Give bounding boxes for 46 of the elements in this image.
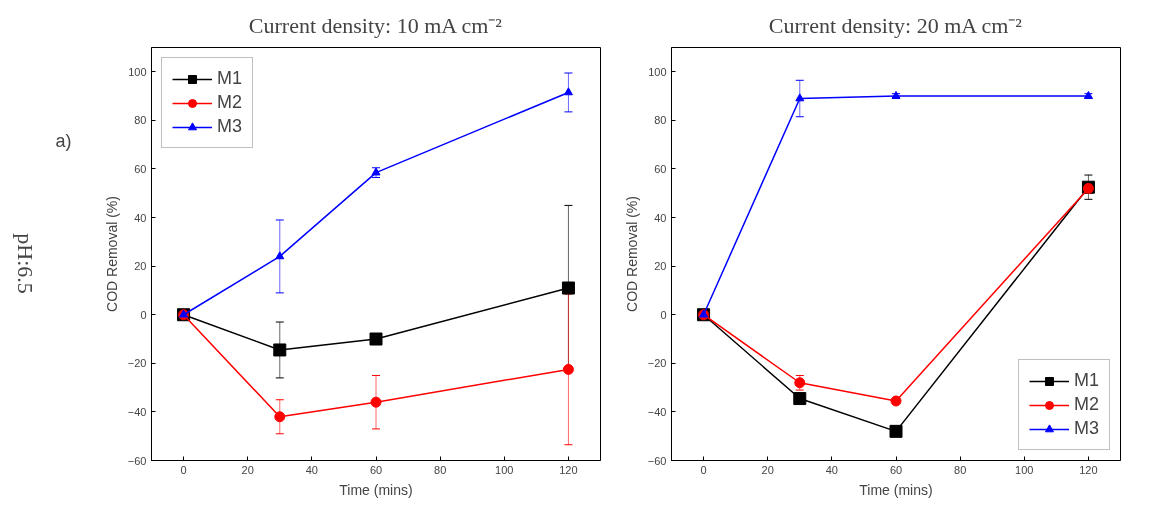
x-tick-label: 80 <box>434 463 447 476</box>
x-tick-label: 40 <box>305 463 318 476</box>
y-tick-label: 0 <box>140 308 147 321</box>
legend-label: M2 <box>217 92 243 113</box>
chart-title: Current density: 10 mA cm⁻² <box>248 12 503 38</box>
y-tick-label: 0 <box>660 308 667 321</box>
y-tick-label: 20 <box>654 260 667 273</box>
x-axis-title: Time (mins) <box>339 481 413 498</box>
y-tick-label: 60 <box>134 162 147 175</box>
legend-label: M2 <box>1073 394 1099 415</box>
y-tick-label: 40 <box>134 211 147 224</box>
x-tick-label: 0 <box>180 463 187 476</box>
y-axis-title: COD Removal (%) <box>623 196 640 312</box>
y-tick-label: −20 <box>647 357 667 370</box>
y-tick-label: −40 <box>127 405 147 418</box>
x-tick-label: 60 <box>889 463 903 476</box>
legend-label: M1 <box>217 68 243 89</box>
x-tick-label: 40 <box>825 463 838 476</box>
y-tick-label: 20 <box>134 260 147 273</box>
x-tick-label: 80 <box>954 463 967 476</box>
chart-title: Current density: 20 mA cm⁻² <box>768 12 1023 38</box>
x-tick-label: 100 <box>1015 463 1034 476</box>
x-tick-label: 20 <box>241 463 254 476</box>
legend-label: M3 <box>1073 418 1099 439</box>
y-tick-label: 60 <box>654 162 667 175</box>
x-tick-label: 20 <box>761 463 774 476</box>
x-tick-label: 100 <box>495 463 514 476</box>
y-tick-label: 100 <box>128 65 147 78</box>
y-tick-label: −20 <box>127 357 147 370</box>
y-tick-label: 80 <box>134 114 147 127</box>
y-tick-label: −60 <box>647 454 667 467</box>
text: pH:6.5 <box>12 233 38 294</box>
x-tick-label: 60 <box>369 463 383 476</box>
y-tick-label: 40 <box>654 211 667 224</box>
legend-label: M1 <box>1073 370 1099 391</box>
y-tick-label: −40 <box>647 405 667 418</box>
x-axis-title: Time (mins) <box>859 481 933 498</box>
x-tick-label: 120 <box>1079 463 1098 476</box>
x-tick-label: 0 <box>700 463 707 476</box>
y-tick-label: −60 <box>127 454 147 467</box>
y-axis-title: COD Removal (%) <box>103 196 120 312</box>
legend-label: M3 <box>217 116 243 137</box>
x-tick-label: 120 <box>559 463 578 476</box>
text: a) <box>55 130 72 151</box>
y-tick-label: 100 <box>648 65 667 78</box>
y-tick-label: 80 <box>654 114 667 127</box>
